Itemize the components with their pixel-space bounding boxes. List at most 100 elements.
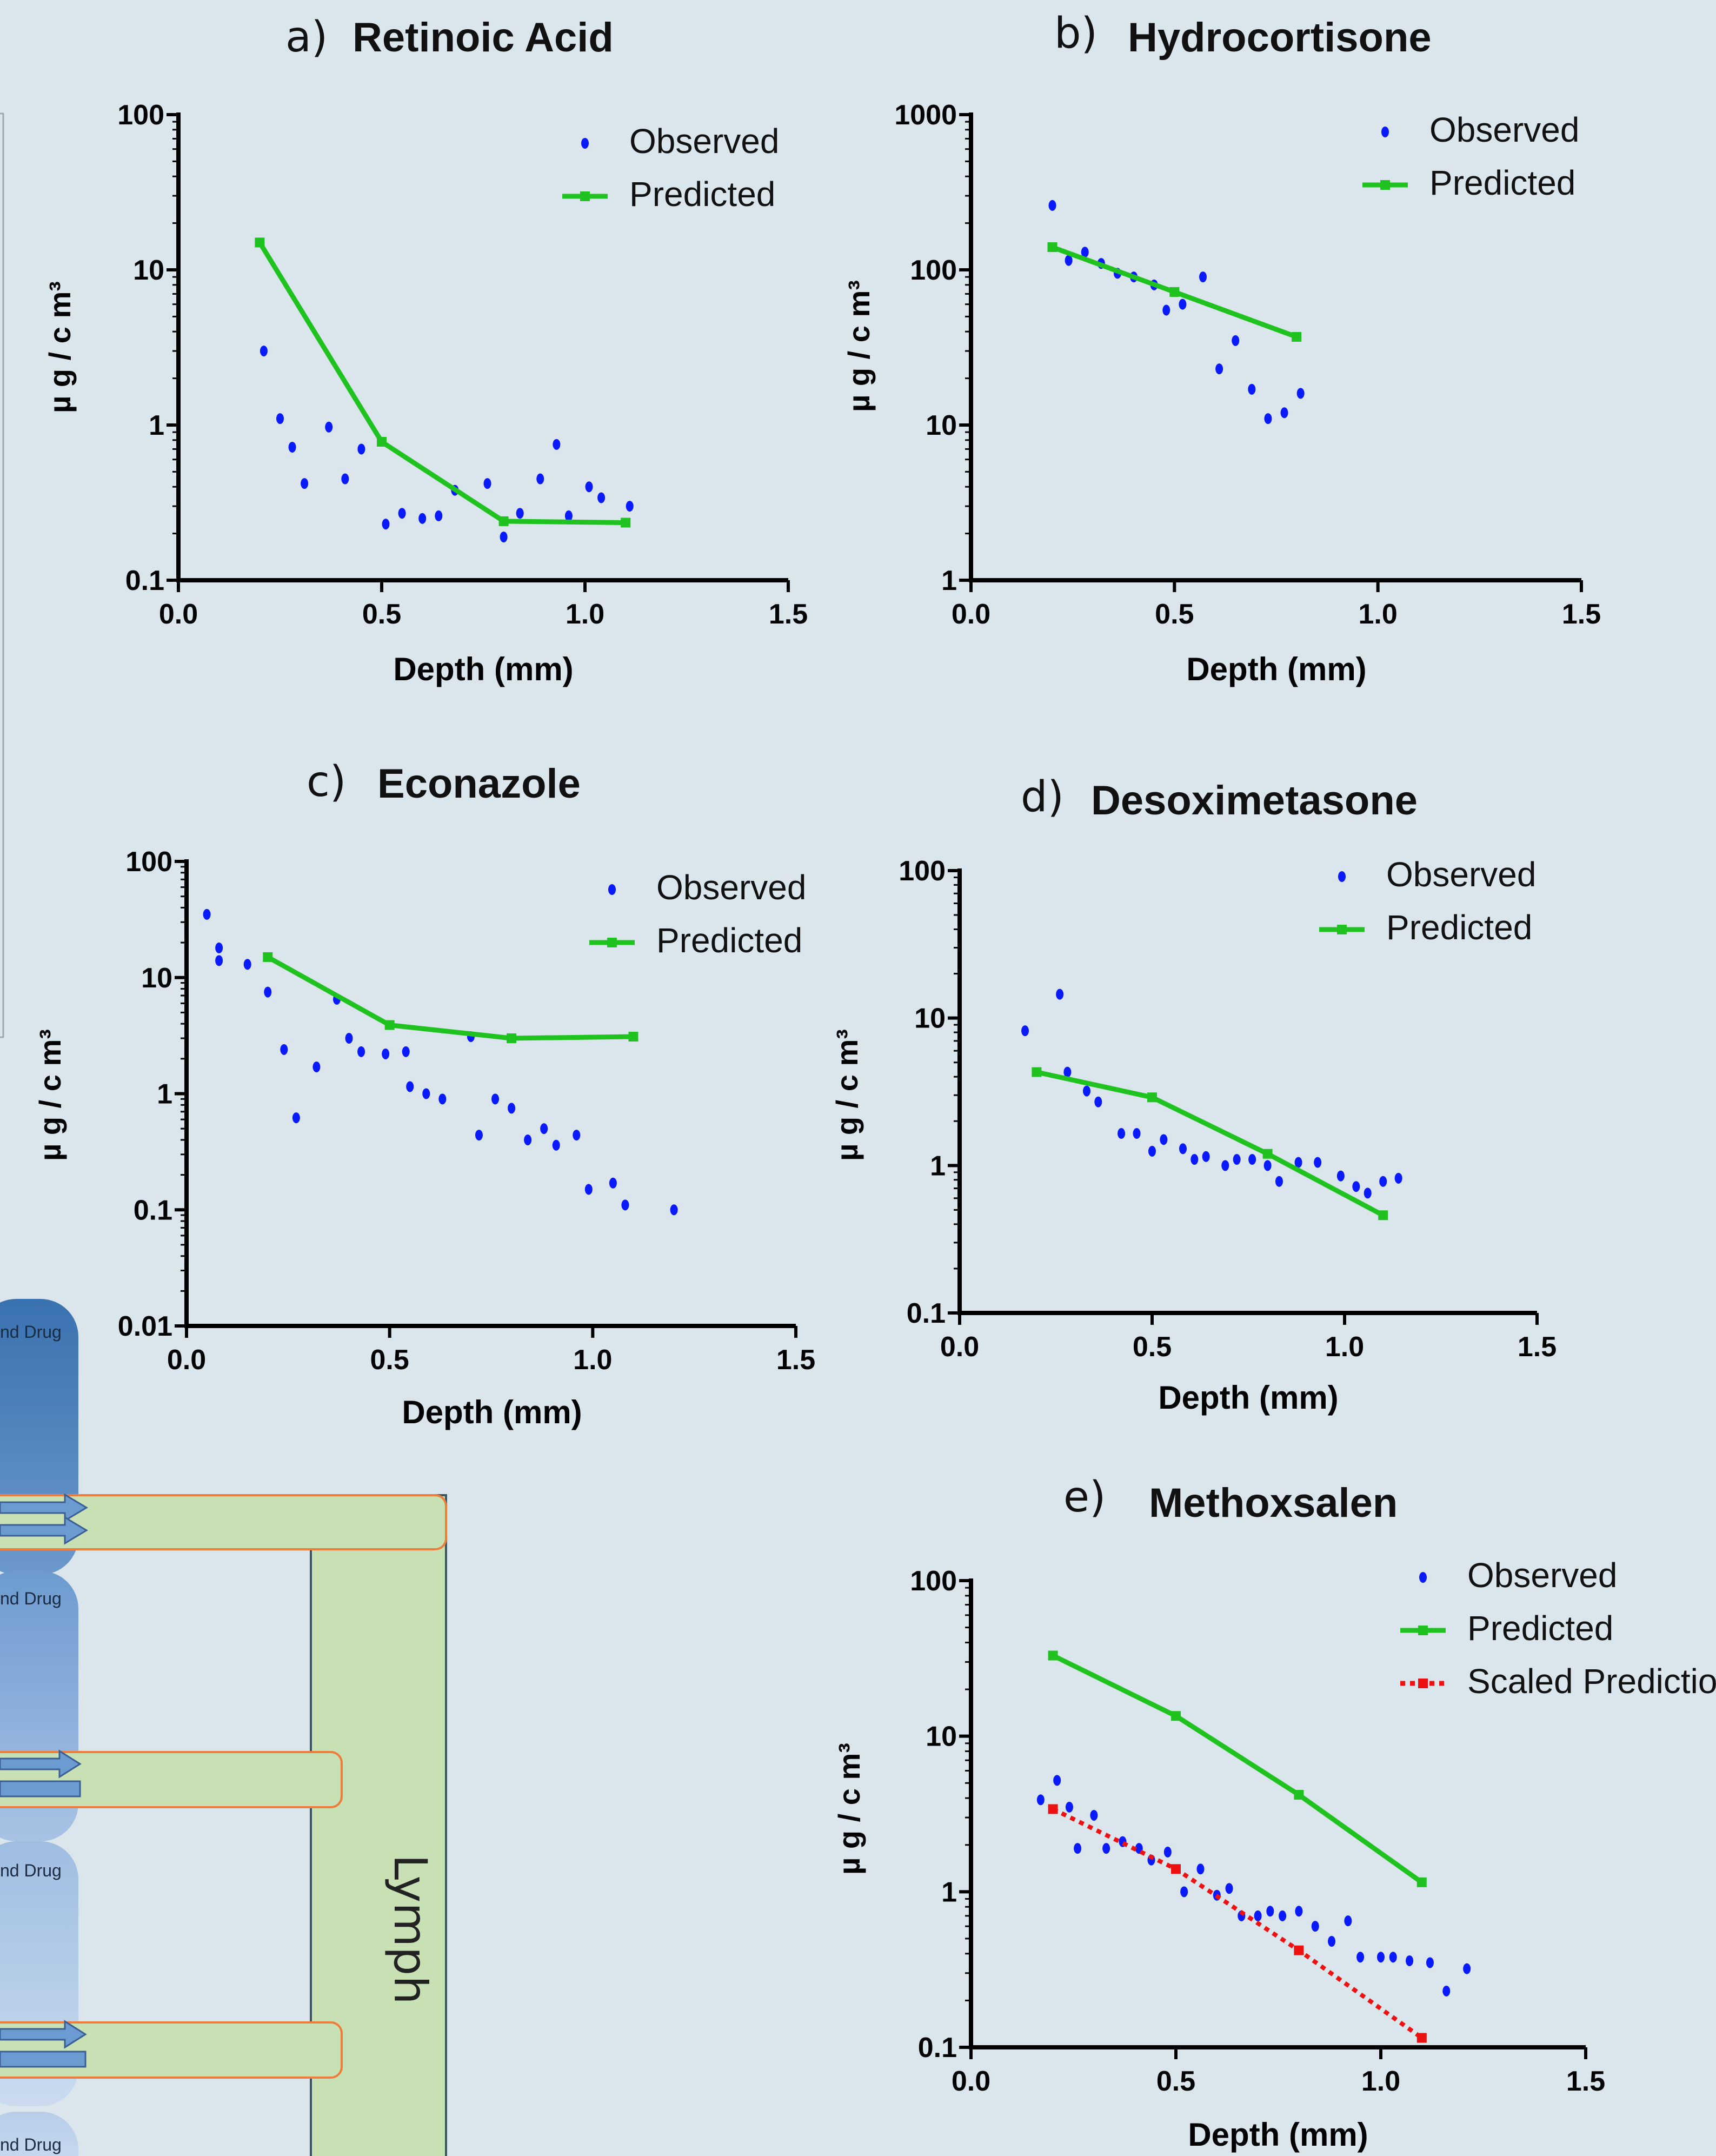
series-marker: [621, 518, 631, 528]
x-tick-label: 0.5: [362, 599, 401, 630]
legend-label: Predicted: [1429, 163, 1575, 202]
data-point-observed: [438, 1093, 447, 1105]
data-point-observed: [345, 1033, 353, 1044]
legend-marker: [1338, 871, 1346, 882]
chart-panel-e: e) Methoxsalen 0.1 1 10 100 0.0 0.5 1.0 1.5 Depth …: [832, 1473, 1716, 2153]
data-point-observed: [402, 1046, 410, 1057]
series-marker: [498, 516, 509, 526]
data-point-observed: [524, 1134, 532, 1145]
chart-title: Methoxsalen: [1149, 1480, 1398, 1526]
legend-label: Predicted: [629, 175, 775, 214]
data-point-observed: [203, 908, 211, 920]
x-axis-label: Depth (mm): [1158, 1379, 1338, 1416]
legend-marker: [581, 138, 589, 149]
x-tick-label: 0.5: [1156, 2066, 1195, 2097]
legend-label: Scaled Prediction*: [1467, 1662, 1716, 1701]
data-point-observed: [1202, 1151, 1210, 1162]
data-point-observed: [553, 439, 561, 450]
y-axis-label: µ g / c m³: [842, 280, 876, 412]
series-marker: [507, 1033, 517, 1044]
series-marker: [1171, 1864, 1181, 1874]
data-point-observed: [264, 986, 272, 998]
y-tick-label: 1: [157, 1079, 172, 1110]
data-point-observed: [621, 1199, 629, 1211]
y-tick-label: 10: [133, 255, 164, 286]
series-marker: [1169, 287, 1180, 297]
compartment-label-3: nd Drug: [0, 1861, 62, 1880]
data-point-observed: [1102, 1843, 1110, 1854]
data-point-observed: [1133, 1128, 1141, 1139]
legend-marker: [608, 884, 616, 895]
data-point-observed: [540, 1123, 548, 1135]
vessel-middle: [0, 1751, 343, 1808]
data-point-observed: [1377, 1952, 1385, 1963]
data-point-observed: [626, 501, 634, 512]
chart-panel-c: c) Econazole 0.01 0.1 1 10 100 0.0 0.5 1.0 1.5 Dept…: [33, 758, 815, 1430]
data-point-observed: [1162, 304, 1170, 316]
x-tick-label: 0.0: [952, 2066, 990, 2097]
data-point-observed: [1314, 1157, 1322, 1168]
data-point-observed: [312, 1062, 321, 1073]
data-point-observed: [508, 1103, 516, 1114]
data-point-observed: [552, 1139, 560, 1151]
data-point-observed: [1279, 1910, 1287, 1921]
data-point-observed: [1426, 1957, 1434, 1968]
data-point-observed: [1280, 407, 1288, 419]
charts-layer: a) Retinoic Acid 0.1 1 10 100 0.0 0.5 1.0 1.5 Dept…: [33, 9, 1716, 2153]
data-point-observed: [1344, 1915, 1352, 1927]
data-point-observed: [584, 1184, 593, 1195]
series-line-predicted: [257, 241, 626, 525]
data-point-observed: [215, 942, 223, 953]
data-point-observed: [357, 443, 365, 455]
y-tick-label: 10: [926, 1721, 957, 1753]
data-point-observed: [288, 441, 296, 453]
series-marker: [384, 1020, 395, 1030]
data-point-observed: [609, 1177, 617, 1189]
series-marker: [1292, 331, 1302, 342]
data-point-observed: [422, 1088, 430, 1099]
data-point-observed: [276, 413, 284, 424]
arrow-icon: [0, 1493, 88, 2068]
data-point-observed: [382, 1048, 390, 1059]
x-tick-label: 1.0: [566, 599, 604, 630]
data-point-observed: [1442, 1985, 1451, 1996]
legend-label: Predicted: [656, 921, 802, 960]
x-axis-label: Depth (mm): [1186, 651, 1366, 687]
y-tick-label: 0.1: [918, 2032, 957, 2064]
data-point-observed: [1364, 1188, 1372, 1199]
data-point-observed: [491, 1093, 500, 1105]
data-point-observed: [1233, 1154, 1241, 1165]
data-point-observed: [292, 1112, 300, 1124]
vessel-top: [0, 1494, 447, 1550]
data-point-observed: [1356, 1952, 1365, 1963]
y-tick-label: 1000: [894, 99, 957, 131]
compartment-label-4: nd Drug: [0, 2135, 62, 2154]
series-marker: [377, 436, 387, 447]
data-point-observed: [1065, 1801, 1073, 1813]
legend-label: Predicted: [1467, 1609, 1613, 1648]
panel-letter: a): [285, 13, 328, 62]
data-point-observed: [1248, 383, 1256, 395]
y-axis-label: µ g / c m³: [830, 1029, 864, 1161]
data-point-observed: [1148, 1145, 1156, 1157]
x-tick-label: 1.5: [1566, 2066, 1605, 2097]
data-point-observed: [1063, 1066, 1072, 1078]
y-axis-label: µ g / c m³: [43, 281, 77, 413]
y-tick-label: 100: [910, 255, 957, 286]
series-line-scaled: [1052, 1807, 1424, 2040]
y-tick-label: 0.1: [907, 1298, 946, 1329]
series-marker: [1294, 1945, 1304, 1955]
x-axis-label: Depth (mm): [393, 651, 573, 687]
data-point-observed: [500, 531, 508, 542]
y-tick-label: 1: [941, 565, 957, 596]
legend-marker: [580, 191, 590, 201]
data-point-observed: [536, 473, 544, 485]
data-point-observed: [1065, 255, 1073, 266]
compartment-diagram: nd Drug nd Drug nd Drug nd Drug Lymph: [0, 1299, 447, 2156]
series-marker: [1378, 1210, 1388, 1220]
data-point-observed: [1163, 1846, 1172, 1858]
legend-marker: [1418, 1679, 1428, 1688]
series-marker: [1048, 1804, 1058, 1814]
data-point-observed: [418, 513, 427, 524]
series-marker: [1048, 1650, 1058, 1661]
